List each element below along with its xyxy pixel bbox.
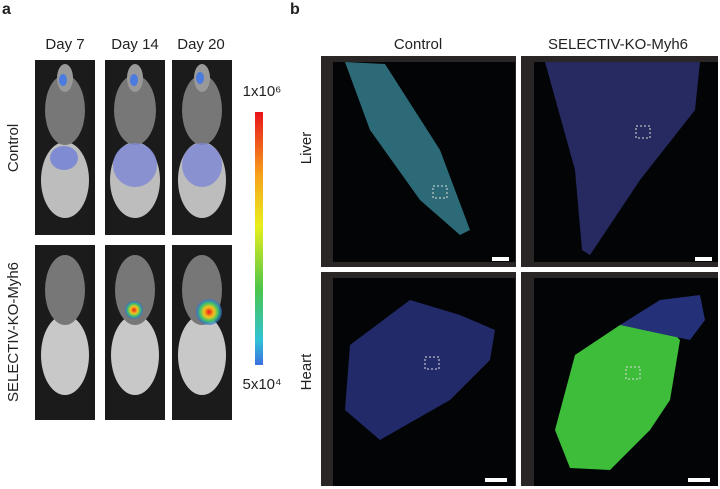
mouse-image <box>172 245 232 420</box>
colorbar-min-label: 5x10⁴ <box>243 376 282 393</box>
row-label: Heart <box>298 353 315 391</box>
tissue-images <box>321 56 718 486</box>
tissue-image <box>521 56 718 267</box>
mouse-image <box>172 60 232 235</box>
mouse-image <box>105 60 165 235</box>
day-label: Day 14 <box>111 36 159 53</box>
row-label: Liver <box>298 132 315 165</box>
tissue-image <box>321 56 516 267</box>
colorbar <box>255 112 263 365</box>
row-label: SELECTIV-KO-Myh6 <box>5 262 22 402</box>
mouse-image <box>105 245 165 420</box>
mouse-images <box>35 60 232 420</box>
mouse-image <box>35 60 95 235</box>
tissue-image <box>521 272 718 486</box>
tissue-image <box>321 272 516 486</box>
panel-label: a <box>2 1 11 18</box>
column-label: Control <box>394 36 442 53</box>
colorbar-max-label: 1x10⁶ <box>243 83 282 100</box>
row-label: Control <box>5 124 22 172</box>
day-label: Day 7 <box>45 36 84 53</box>
panel-label: b <box>290 1 300 18</box>
column-label: SELECTIV-KO-Myh6 <box>548 36 688 53</box>
mouse-image <box>35 245 95 420</box>
day-label: Day 20 <box>177 36 225 53</box>
